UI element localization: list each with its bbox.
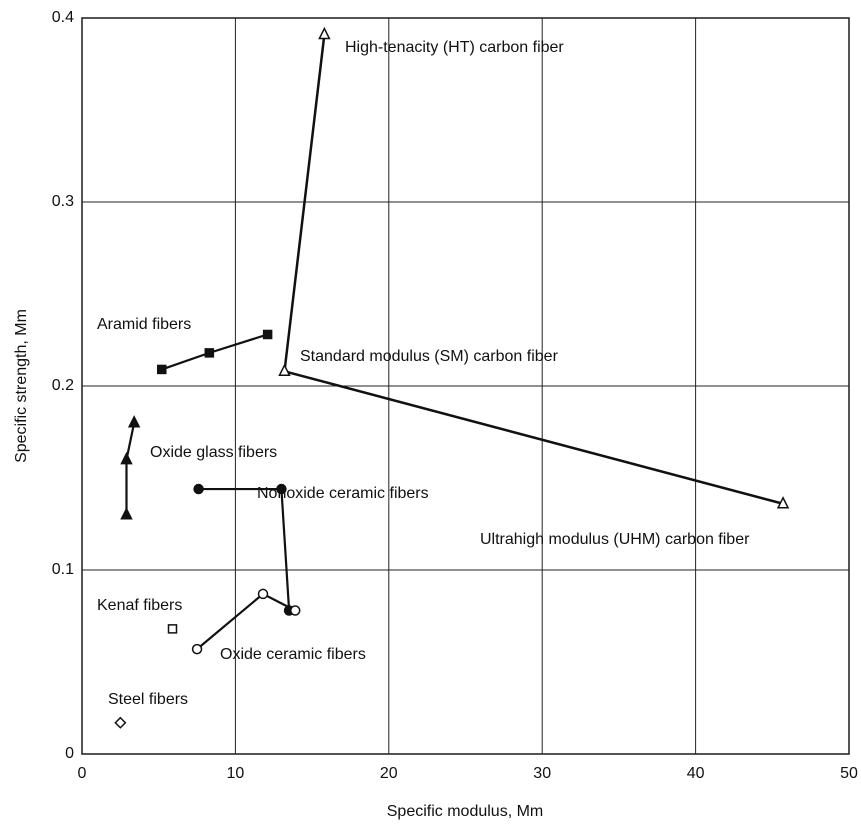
series-line xyxy=(199,489,290,610)
marker xyxy=(129,417,139,427)
series-line xyxy=(284,35,783,504)
x-tick-label: 30 xyxy=(533,765,551,782)
series-label: Nonoxide ceramic fibers xyxy=(257,485,429,502)
marker xyxy=(194,485,203,494)
marker xyxy=(264,330,272,338)
series-line xyxy=(197,594,295,649)
point-label: Ultrahigh modulus (UHM) carbon fiber xyxy=(480,531,750,548)
series-line xyxy=(126,423,134,515)
series-label: Steel fibers xyxy=(108,691,188,708)
series-label: Kenaf fibers xyxy=(97,597,182,614)
marker xyxy=(158,365,166,373)
marker xyxy=(121,454,131,464)
y-tick-label: 0.3 xyxy=(52,193,74,210)
point-label: High-tenacity (HT) carbon fiber xyxy=(345,39,564,56)
x-tick-label: 50 xyxy=(840,765,858,782)
marker xyxy=(205,349,213,357)
series-line xyxy=(162,334,268,369)
y-tick-label: 0.2 xyxy=(52,377,74,394)
x-tick-label: 40 xyxy=(687,765,705,782)
y-tick-label: 0.4 xyxy=(52,9,74,26)
series-label: Aramid fibers xyxy=(97,316,191,333)
x-tick-label: 10 xyxy=(227,765,245,782)
y-axis-label: Specific strength, Mm xyxy=(13,309,30,463)
chart: Specific modulus, Mm Specific strength, … xyxy=(0,0,861,824)
y-tick-label: 0.1 xyxy=(52,561,74,578)
marker xyxy=(279,365,289,375)
y-tick-label: 0 xyxy=(65,745,74,762)
point-label: Standard modulus (SM) carbon fiber xyxy=(300,348,559,365)
x-tick-label: 20 xyxy=(380,765,398,782)
marker xyxy=(319,29,329,39)
series-label: Oxide glass fibers xyxy=(150,444,277,461)
marker xyxy=(291,606,300,615)
x-axis-label: Specific modulus, Mm xyxy=(387,803,544,820)
series-label: Oxide ceramic fibers xyxy=(220,646,366,663)
marker xyxy=(259,589,268,598)
marker xyxy=(169,625,177,633)
marker xyxy=(121,509,131,519)
marker xyxy=(115,718,125,728)
x-tick-label: 0 xyxy=(78,765,87,782)
marker xyxy=(193,645,202,654)
